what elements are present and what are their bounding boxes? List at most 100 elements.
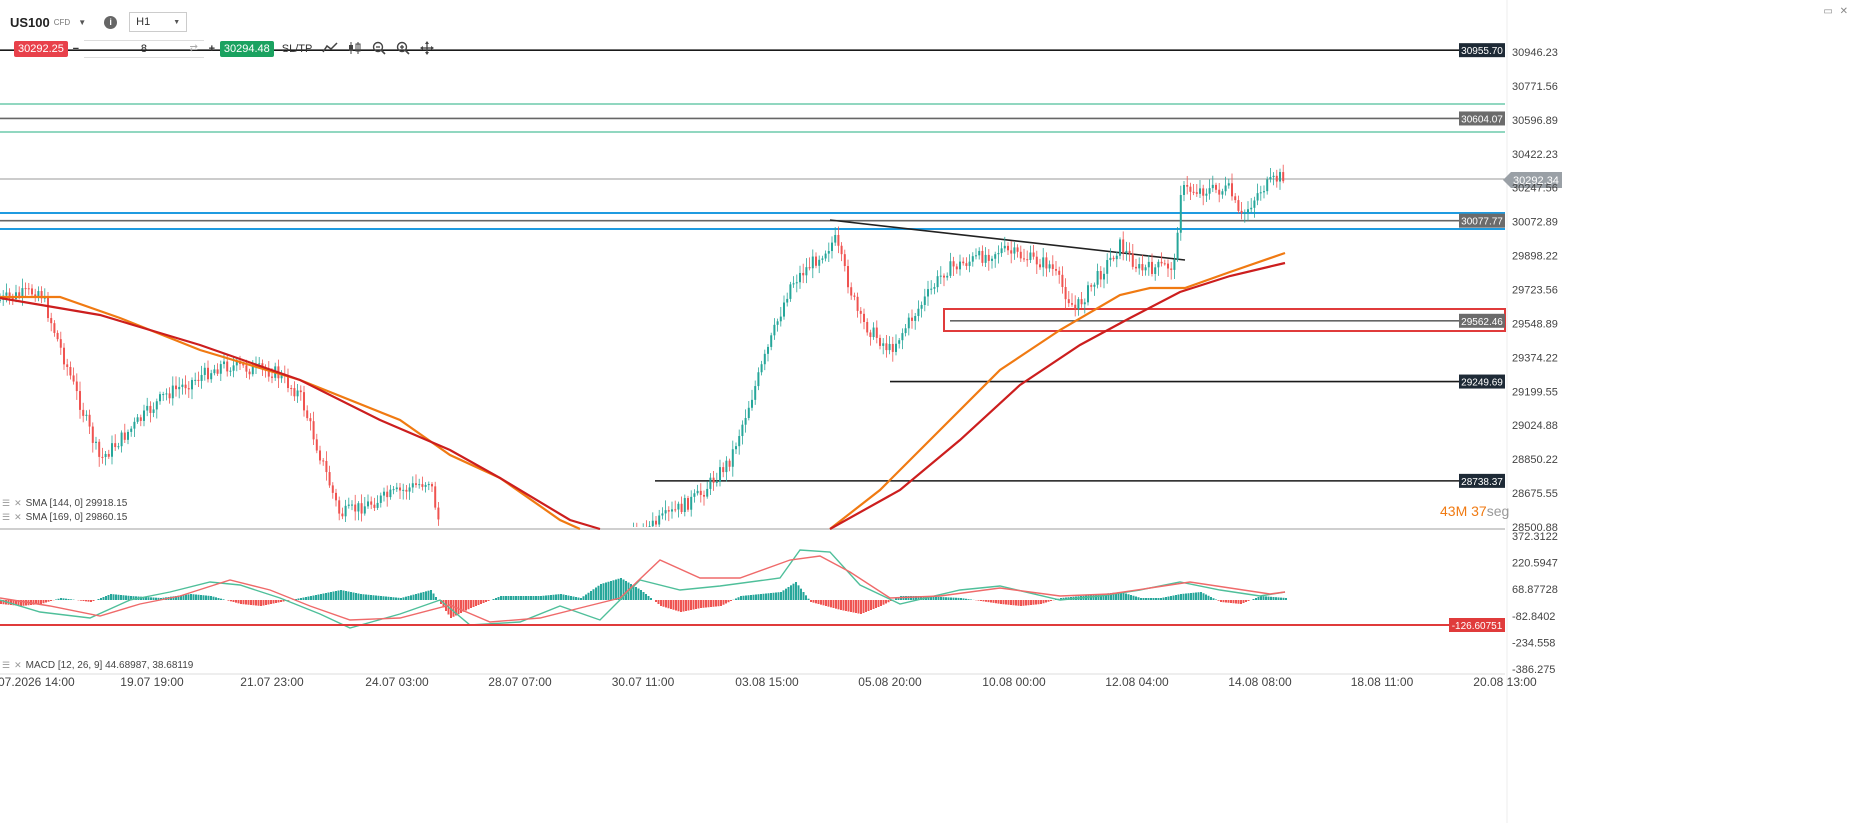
macd-histogram-bar <box>305 597 307 600</box>
candle-body <box>1003 245 1006 249</box>
candle-body <box>808 267 811 269</box>
candle-body <box>1016 247 1019 252</box>
candle-body <box>853 295 856 297</box>
candle-body <box>0 299 1 301</box>
macd-histogram-bar <box>952 597 955 600</box>
info-icon[interactable]: i <box>104 15 118 29</box>
macd-legend[interactable]: ☰ ✕ MACD [12, 26, 9] 44.68987, 38.68119 <box>2 660 193 671</box>
macd-histogram-bar <box>397 597 400 600</box>
price-tick: 29898.22 <box>1512 251 1558 263</box>
decrease-quantity-button[interactable]: − <box>72 43 80 55</box>
macd-histogram-bar <box>325 593 327 600</box>
macd-histogram-bar <box>797 585 800 600</box>
close-icon[interactable]: ✕ <box>14 512 22 522</box>
candle-body <box>130 428 133 432</box>
macd-histogram-bar <box>572 596 575 600</box>
candle-body <box>1087 285 1089 303</box>
macd-histogram-bar <box>730 600 732 601</box>
candle-body <box>27 288 30 290</box>
macd-histogram-bar <box>90 600 92 602</box>
macd-histogram-bar <box>32 600 35 605</box>
macd-histogram-bar <box>10 600 12 605</box>
symbol-name[interactable]: US100 <box>10 14 50 30</box>
candle-body <box>959 261 961 270</box>
macd-histogram-bar <box>617 578 620 600</box>
macd-histogram-bar <box>785 588 787 600</box>
candle-body <box>888 343 891 351</box>
candle-body <box>1183 185 1185 195</box>
symbol-dropdown-icon[interactable]: ▼ <box>78 17 87 27</box>
sma144-legend[interactable]: ☰ ✕ SMA [144, 0] 29918.15 <box>2 498 127 509</box>
zoom-out-icon[interactable] <box>372 41 386 58</box>
quantity-input[interactable]: 8 ⇄ <box>83 40 204 58</box>
macd-histogram-bar <box>965 598 967 600</box>
macd-histogram-bar <box>717 600 720 607</box>
candle-body <box>850 287 853 296</box>
buy-button[interactable]: 30294.48 <box>219 41 274 57</box>
macd-tick: -82.8402 <box>1512 611 1555 623</box>
macd-histogram-bar <box>1095 594 1097 600</box>
macd-histogram-bar <box>302 597 305 600</box>
macd-histogram-bar <box>542 595 545 600</box>
macd-histogram-bar <box>1220 600 1222 602</box>
minimize-icon[interactable]: ▭ <box>1823 6 1833 17</box>
macd-histogram-bar <box>667 600 670 609</box>
swap-icon[interactable]: ⇄ <box>189 43 198 54</box>
candle-body <box>351 504 353 506</box>
macd-histogram-bar <box>102 597 105 600</box>
macd-tick: 220.5947 <box>1512 558 1558 570</box>
time-tick: 10.08 00:00 <box>982 675 1046 689</box>
increase-quantity-button[interactable]: + <box>208 43 216 55</box>
sltp-button[interactable]: SL/TP <box>281 43 313 55</box>
trading-toolbar: US100 CFD ▼ i H1 ▼ 30292.25 − 8 ⇄ + 3029… <box>0 0 700 60</box>
candle-body <box>1157 261 1160 268</box>
close-icon[interactable]: ✕ <box>1839 6 1848 17</box>
macd-histogram-bar <box>882 600 885 605</box>
macd-histogram-bar <box>502 596 505 600</box>
macd-histogram-bar <box>497 597 500 600</box>
close-icon[interactable]: ✕ <box>14 660 22 670</box>
price-tick: 29374.22 <box>1512 352 1558 364</box>
candlestick-icon[interactable] <box>348 41 362 58</box>
settings-icon[interactable]: ☰ <box>2 660 11 670</box>
macd-histogram-bar <box>650 598 652 600</box>
move-icon[interactable] <box>420 40 435 58</box>
candle-body <box>210 373 213 380</box>
candle-body <box>226 361 229 372</box>
candle-body <box>879 337 881 346</box>
candle-body <box>40 291 43 299</box>
macd-histogram-bar <box>300 598 302 600</box>
macd-histogram-bar <box>377 595 380 600</box>
candle-body <box>840 245 843 255</box>
candle-body <box>699 490 702 495</box>
sell-button[interactable]: 30292.25 <box>14 41 68 57</box>
level-label: 30077.77 <box>1461 217 1503 228</box>
macd-histogram-bar <box>1217 600 1220 601</box>
macd-histogram-bar <box>80 600 82 601</box>
macd-histogram-bar <box>745 595 747 600</box>
macd-histogram-bar <box>700 600 702 608</box>
candle-body <box>1083 302 1086 305</box>
cfd-badge: CFD <box>53 17 71 27</box>
macd-histogram-bar <box>112 594 115 600</box>
close-icon[interactable]: ✕ <box>14 498 22 508</box>
candle-body <box>1272 175 1275 178</box>
sma169-legend[interactable]: ☰ ✕ SMA [169, 0] 29860.15 <box>2 512 127 523</box>
settings-icon[interactable]: ☰ <box>2 512 11 522</box>
macd-histogram-bar <box>690 600 692 610</box>
candle-body <box>200 374 203 381</box>
candle-body <box>799 272 801 283</box>
macd-histogram-bar <box>312 595 315 600</box>
macd-histogram-bar <box>392 597 395 600</box>
candle-body <box>738 436 741 447</box>
line-chart-icon[interactable] <box>322 41 338 57</box>
macd-line <box>0 549 1286 629</box>
timeframe-select[interactable]: H1 ▼ <box>129 12 188 32</box>
candle-body <box>85 414 88 416</box>
settings-icon[interactable]: ☰ <box>2 498 11 508</box>
candle-body <box>975 255 977 257</box>
zoom-in-icon[interactable] <box>396 41 410 58</box>
macd-histogram-bar <box>780 592 782 600</box>
macd-histogram-bar <box>87 600 90 602</box>
